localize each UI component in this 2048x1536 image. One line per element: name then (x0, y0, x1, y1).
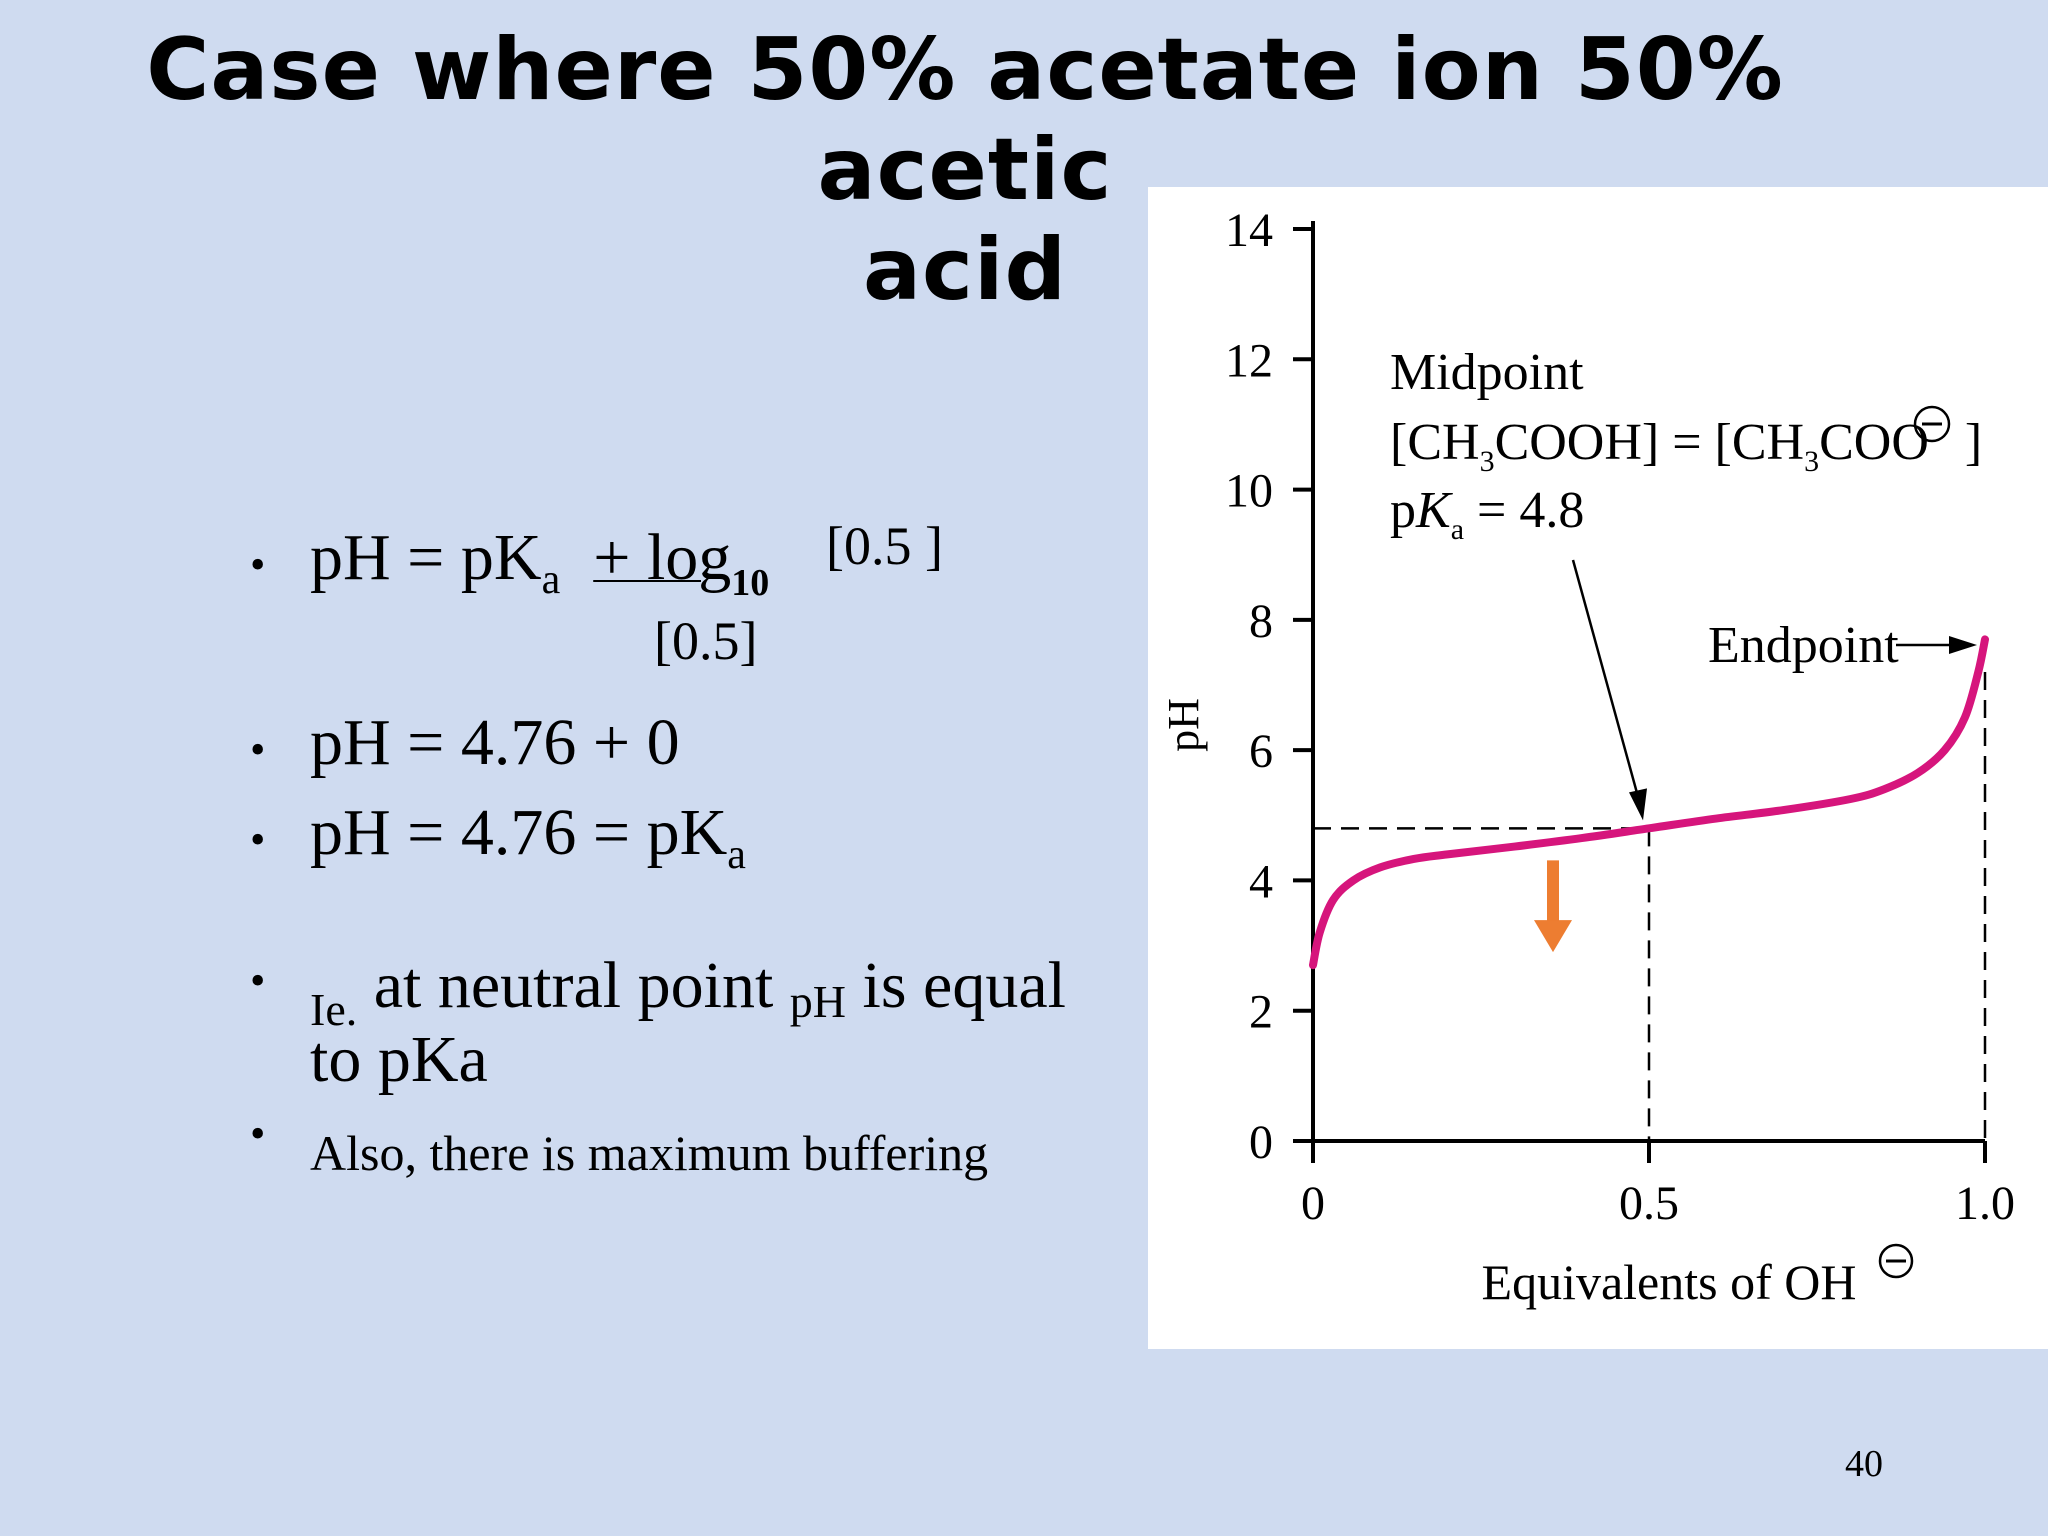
acetate-charge-icon (1913, 405, 1951, 443)
bullet-neutral-point: • Ie. at neutral point pH is equal (250, 948, 1066, 1036)
bullet-dot: • (250, 540, 266, 589)
bullet-text: pH = 4.76 = pK (310, 796, 728, 869)
endpoint-label: Endpoint (1708, 617, 1899, 674)
y-axis-label: pH (1159, 698, 1208, 752)
x-tick-label: 0.5 (1619, 1177, 1679, 1230)
pka-annotation: pKa = 4.8 (1390, 482, 1584, 546)
midpoint-pointer-arrowhead (1629, 788, 1647, 821)
y-tick-label: 10 (1225, 465, 1273, 518)
page-number: 40 (1845, 1443, 1883, 1485)
y-tick-label: 0 (1249, 1116, 1273, 1169)
formula-subscript: a (541, 557, 561, 603)
endpoint-pointer-arrowhead (1949, 636, 1977, 654)
bullet-dot: • (250, 725, 266, 774)
x-tick-label: 0 (1301, 1177, 1325, 1230)
titration-chart: 0 2 4 6 8 10 12 14 0 0.5 1.0 pH Equivalents of OH… (1148, 187, 2048, 1349)
bullet-subscript: a (727, 832, 746, 878)
bullet-ph-value: • pH = 4.76 + 0 (250, 705, 680, 781)
bullet-maximum-buffering: • Also, there is maximum buffering (250, 1108, 988, 1182)
bullet-ie: Ie. (310, 984, 358, 1035)
bullet-ph-subscript: pH (789, 976, 847, 1027)
slide-title-line2: acid (862, 220, 1068, 320)
bullet-ph-pka: • pH = 4.76 = pKa (250, 795, 746, 879)
titration-curve (1309, 635, 1989, 970)
bullet-text: Also, there is maximum buffering (310, 1125, 989, 1181)
x-tick-label: 1.0 (1955, 1177, 2015, 1230)
orange-arrow-head (1534, 920, 1572, 953)
bullet-dot: • (250, 956, 266, 1005)
formula-log: + log (593, 521, 732, 594)
bullet-text: pH = 4.76 + 0 (310, 706, 680, 779)
midpoint-equation: [CH3COOH] = [CH3COO] (1390, 414, 1982, 478)
formula-denominator: [0.5] (654, 611, 758, 671)
y-tick-label: 12 (1225, 334, 1273, 387)
y-tick-label: 6 (1249, 725, 1273, 778)
formula-prefix: pH = pK (310, 521, 542, 594)
y-tick-label: 4 (1249, 855, 1273, 908)
bullet-text: at neutral point (357, 949, 790, 1022)
formula-log-base: 10 (731, 562, 770, 604)
y-tick-label: 2 (1249, 986, 1273, 1039)
x-axis-label: Equivalents of OH (1482, 1254, 1857, 1310)
y-axis-ticks: 0 2 4 6 8 10 12 14 (1225, 204, 1313, 1169)
bullet-dot: • (250, 1109, 266, 1158)
midpoint-label: Midpoint (1390, 344, 1584, 401)
titration-chart-svg: 0 2 4 6 8 10 12 14 0 0.5 1.0 pH Equivalents of OH… (1159, 204, 2015, 1310)
hydroxide-charge-icon (1878, 1243, 1914, 1279)
x-axis-ticks: 0 0.5 1.0 (1301, 1141, 2015, 1230)
orange-arrow-shaft (1547, 860, 1559, 923)
y-tick-label: 14 (1225, 204, 1273, 257)
formula-numerator: [0.5 ] (826, 516, 943, 576)
midpoint-annotation: Midpoint [CH3COOH] = [CH3COO] pKa = 4.8 (1390, 344, 1982, 821)
bullet-neutral-point-line2: to pKa (310, 1023, 488, 1096)
y-tick-label: 8 (1249, 595, 1273, 648)
slide-title-line1: Case where 50% acetate ion 50% acetic (146, 20, 1784, 220)
orange-down-arrow (1534, 860, 1572, 953)
slide-title: Case where 50% acetate ion 50% acetic ac… (30, 20, 1900, 320)
bullet-dot: • (250, 815, 266, 864)
bullet-ph-formula: • pH = pKa + log10 (250, 520, 769, 605)
endpoint-annotation: Endpoint (1708, 617, 1977, 674)
bullet-text: is equal (846, 949, 1066, 1022)
midpoint-pointer-line (1571, 559, 1641, 801)
